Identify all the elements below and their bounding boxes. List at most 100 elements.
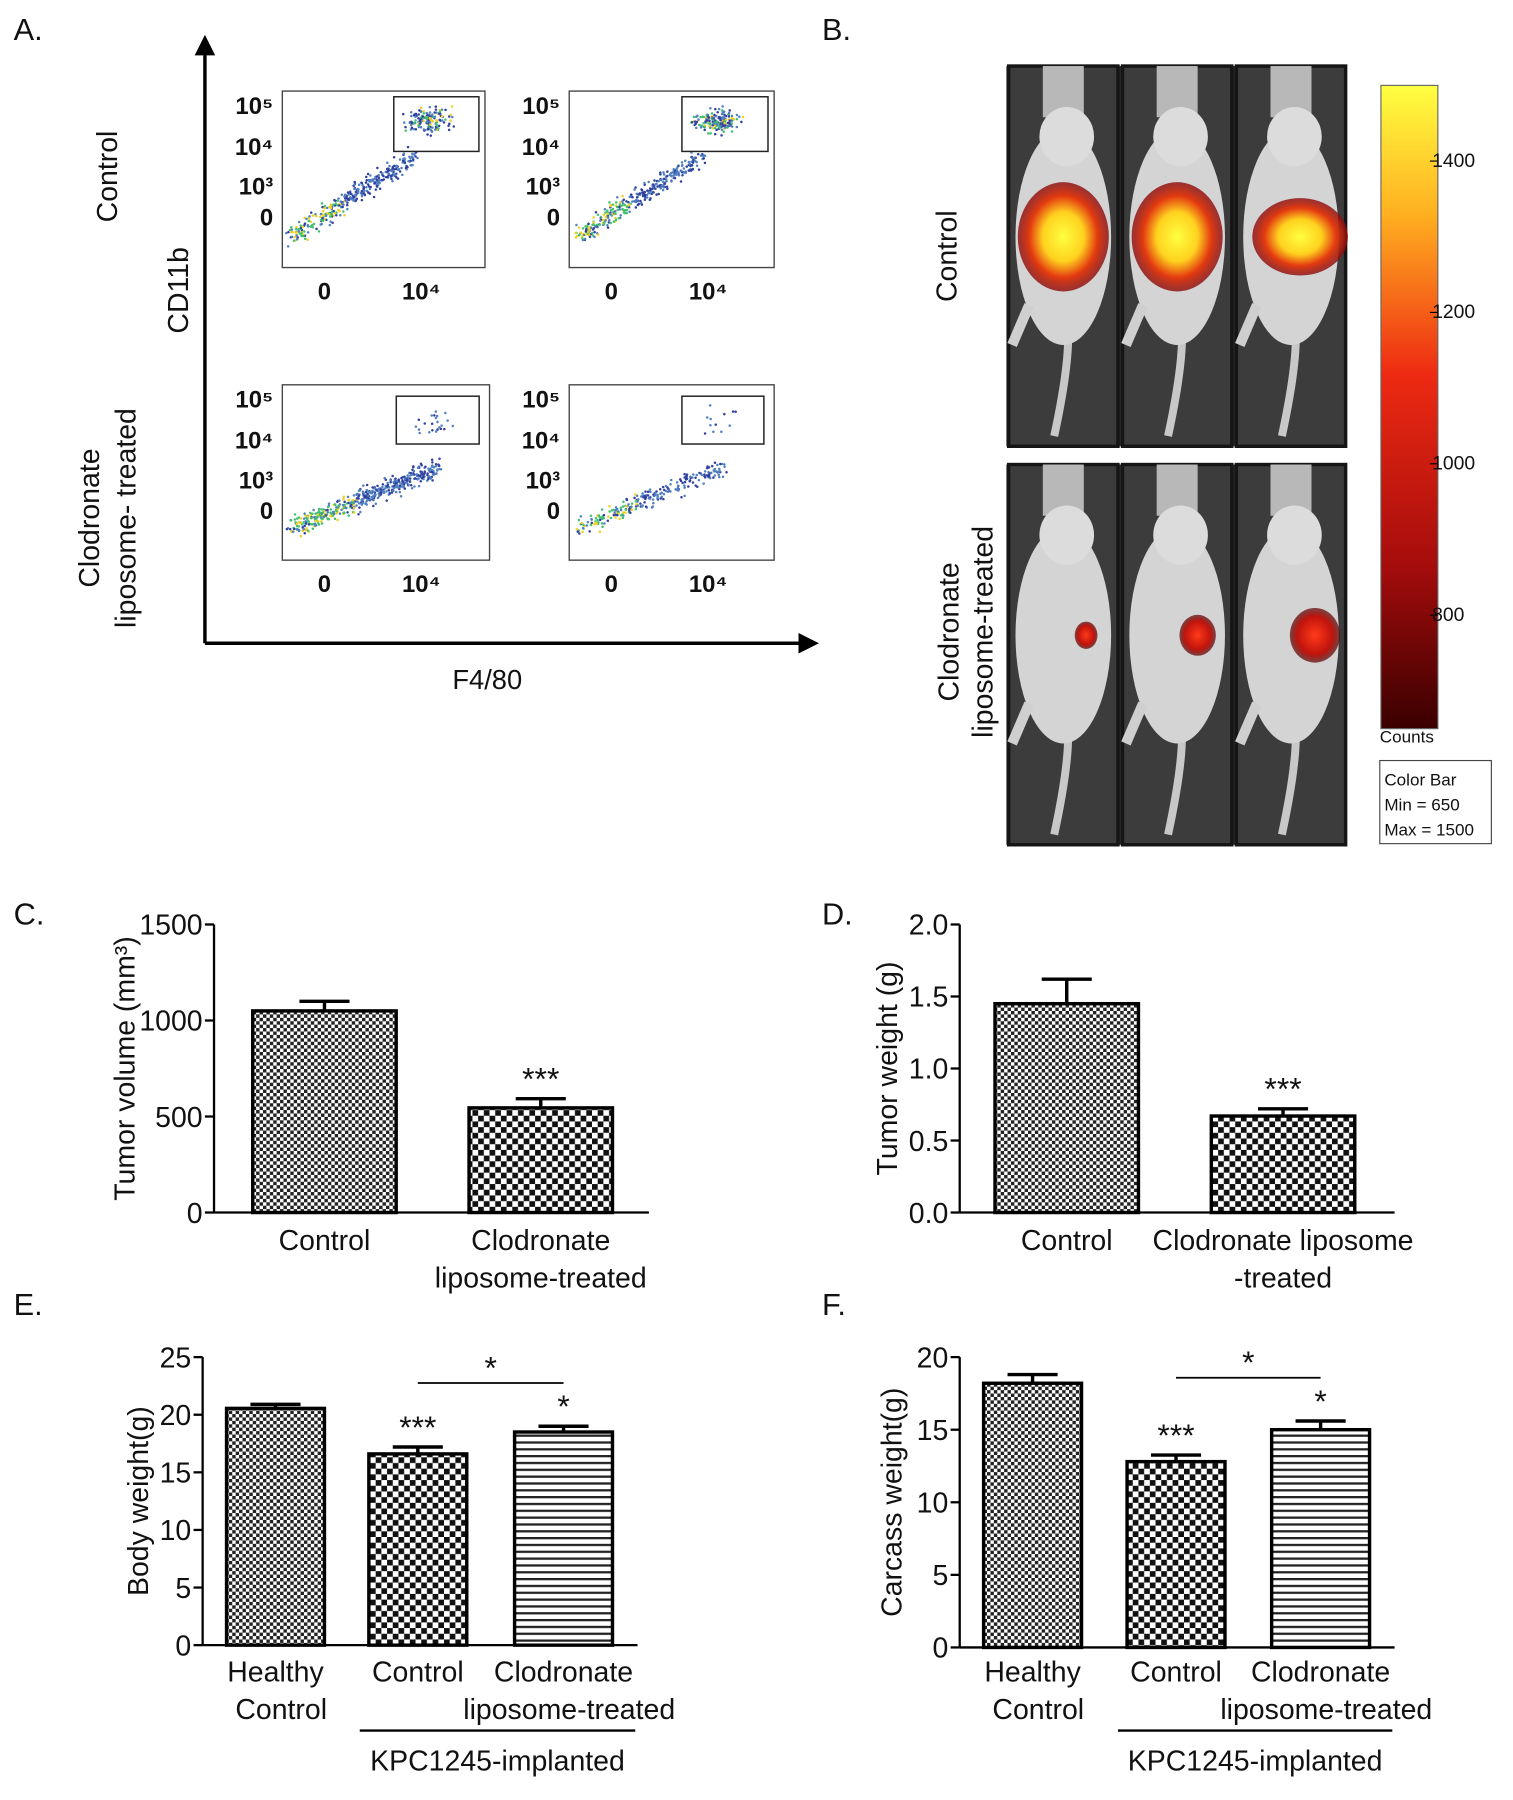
event-dot xyxy=(608,218,611,222)
event-dot xyxy=(581,227,585,230)
event-dot xyxy=(723,113,726,117)
event-dot xyxy=(643,181,646,185)
x-tick-label: 0 xyxy=(318,278,331,305)
bar-chart: C. Tumor volume (mm³) 0 500 1000 1500 Control *… xyxy=(14,896,649,1295)
event-dot xyxy=(644,490,647,493)
event-dot xyxy=(309,516,313,520)
y-tick-label: 25 xyxy=(160,1342,192,1374)
event-dot xyxy=(360,189,364,193)
event-dot xyxy=(614,218,618,222)
event-dot xyxy=(404,125,407,129)
event-dot xyxy=(423,470,427,473)
mouse xyxy=(1267,505,1322,565)
event-dot xyxy=(346,495,350,499)
event-dot xyxy=(360,198,364,202)
y-tick-label: 20 xyxy=(160,1400,192,1432)
event-dot xyxy=(653,179,656,182)
event-dot xyxy=(329,204,333,207)
x-tick-label: 10⁴ xyxy=(402,278,440,305)
event-dot xyxy=(403,161,407,164)
event-dot xyxy=(691,158,695,162)
event-dot xyxy=(713,470,716,473)
event-dot xyxy=(409,483,413,487)
event-dot xyxy=(405,164,408,168)
event-dot xyxy=(320,202,324,205)
event-dot xyxy=(307,219,311,223)
event-dot xyxy=(428,431,431,434)
event-dot xyxy=(371,486,374,489)
event-dot xyxy=(700,473,704,477)
event-dot xyxy=(336,199,340,202)
event-dot xyxy=(584,233,588,236)
event-dot xyxy=(410,114,413,118)
event-dot xyxy=(361,490,365,493)
event-dot xyxy=(675,481,679,484)
event-dot xyxy=(374,188,378,191)
event-dot xyxy=(433,115,437,119)
event-dot xyxy=(615,205,619,209)
event-dot xyxy=(311,214,315,217)
event-dot xyxy=(394,477,397,480)
y-tick-label: 0.0 xyxy=(909,1198,949,1230)
y-tick-label: 15 xyxy=(917,1415,949,1447)
gate xyxy=(681,96,769,153)
group-label: KPC1245-implanted xyxy=(370,1745,625,1777)
event-dot xyxy=(375,184,379,188)
event-dot xyxy=(654,491,657,495)
event-dot xyxy=(353,195,356,199)
event-dot xyxy=(634,507,638,511)
y-tick-label: 1.5 xyxy=(909,982,949,1014)
event-dot xyxy=(691,167,695,171)
event-dot xyxy=(602,517,605,520)
mouse xyxy=(1121,701,1148,746)
y-tick-label: 10⁵ xyxy=(522,387,560,414)
event-dot xyxy=(649,197,652,200)
event-dot xyxy=(329,206,333,210)
event-dot xyxy=(703,128,706,132)
event-dot xyxy=(699,126,703,129)
event-dot xyxy=(444,411,447,415)
y-tick-label: 1.0 xyxy=(909,1054,949,1086)
event-dot xyxy=(637,202,641,206)
event-dot xyxy=(646,189,649,192)
event-dot xyxy=(683,484,686,487)
event-dot xyxy=(659,171,662,174)
event-dot xyxy=(628,210,631,214)
event-dot xyxy=(392,486,396,490)
event-dot xyxy=(599,219,602,222)
event-dot xyxy=(422,473,426,476)
event-dot xyxy=(423,422,427,425)
event-dot xyxy=(584,229,588,233)
event-dot xyxy=(695,115,698,118)
event-dot xyxy=(301,526,304,529)
event-dot xyxy=(406,474,409,477)
y-tick-label: 10³ xyxy=(239,467,274,494)
event-dot xyxy=(614,513,618,516)
x-tick-label: Control xyxy=(992,1694,1084,1726)
event-dot xyxy=(372,179,375,183)
event-dot xyxy=(311,225,314,229)
event-dot xyxy=(364,175,368,179)
event-dot xyxy=(664,489,668,493)
event-dot xyxy=(613,511,616,514)
event-dot xyxy=(306,517,309,520)
event-dot xyxy=(588,530,591,533)
mouse xyxy=(1267,107,1322,167)
event-dot xyxy=(387,172,391,176)
row-label: Control xyxy=(931,210,963,302)
event-dot xyxy=(730,114,734,118)
event-dot xyxy=(663,177,666,181)
event-dot xyxy=(723,463,726,466)
event-dot xyxy=(696,152,700,156)
event-dot xyxy=(399,495,403,498)
event-dot xyxy=(642,496,645,499)
plot-frame xyxy=(281,384,491,561)
event-dot xyxy=(440,424,443,427)
event-dot xyxy=(607,515,610,518)
event-dot xyxy=(347,198,351,202)
colorbar-tick-label: 1200 xyxy=(1432,301,1475,323)
event-dot xyxy=(430,414,433,417)
x-tick-label: -treated xyxy=(1234,1263,1332,1295)
event-dot xyxy=(328,223,332,227)
event-dot xyxy=(621,194,624,198)
